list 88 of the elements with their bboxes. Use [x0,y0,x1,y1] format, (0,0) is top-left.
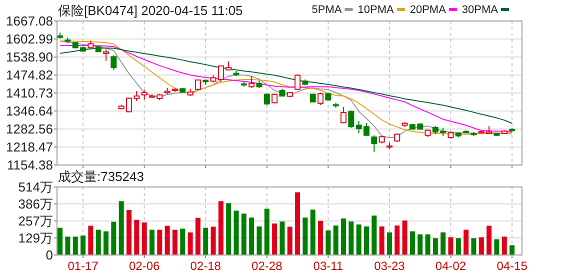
legend-label: 5PMA [312,4,342,16]
legend-label: 10PMA [358,4,394,16]
bar [341,218,346,255]
legend-label: 30PMA [462,4,499,16]
bar [425,234,430,255]
bar [111,222,116,255]
bar [118,201,124,255]
x-tick-label: 03-11 [313,259,344,273]
y-tick-label: 1218.47 [6,140,53,154]
bar [287,226,292,255]
bar [418,234,423,255]
bar [104,231,109,255]
bar [96,230,101,255]
y-tick-label: 1410.73 [6,86,53,100]
bar [448,237,454,255]
y-tick-label: 1667.08 [6,14,53,28]
bar [302,218,308,255]
bar [172,230,178,255]
bar [203,228,208,255]
y-tick-label: 1282.56 [6,122,53,136]
bar [364,226,369,255]
bar [440,232,446,255]
bar [218,201,224,255]
bar [164,226,170,255]
y-tick-label: 1538.90 [6,50,53,64]
bar [249,218,254,255]
bar [372,216,377,255]
bar [464,230,469,255]
y-tick-label: 129万 [18,230,53,246]
y-tick-label: 1154.38 [6,158,53,172]
bar [295,192,300,255]
y-tick-label: 514万 [18,180,53,194]
bar [394,226,400,255]
bar [310,210,316,255]
x-tick-label: 04-15 [496,259,528,273]
x-tick-label: 03-23 [374,259,406,273]
bar [471,238,476,255]
bar [326,230,331,255]
bar [272,224,278,255]
bar [410,231,415,255]
bar [456,238,461,255]
x-tick-label: 02-18 [190,259,222,273]
bar [386,232,392,255]
x-tick-label: 02-06 [128,259,160,273]
bar [318,220,324,255]
bar [502,236,507,255]
bar [180,228,186,255]
y-tick-label: 1346.64 [6,104,53,118]
bar [510,245,515,255]
bar [65,236,70,255]
bar [210,226,216,255]
bar [142,222,147,255]
bar [226,203,232,255]
bar [333,226,338,255]
bar [134,220,140,255]
bar [188,232,193,255]
bar [402,220,408,255]
x-tick-label: 04-02 [435,259,466,273]
bar [126,210,132,255]
bar [256,226,262,255]
y-tick-label: 1602.99 [6,32,53,46]
legend-label: 20PMA [410,4,447,16]
y-tick-label: 0 [46,248,53,262]
bar [80,236,86,255]
y-tick-label: 257万 [18,214,53,228]
bar [348,222,354,255]
bar [234,210,239,255]
bar [241,214,246,255]
bar [195,218,200,255]
bar [432,238,438,255]
bar [72,236,78,255]
bar [157,230,162,255]
bar [379,226,384,255]
x-tick-label: 01-17 [68,259,99,273]
bar [478,237,484,255]
chart-title: 成交量:735243 [58,169,144,184]
bar [149,230,154,255]
y-tick-label: 386万 [18,196,53,212]
y-tick-label: 1474.82 [6,68,53,82]
chart-title: 保险[BK0474] 2020-04-15 11:05 [58,3,243,18]
x-tick-label: 02-28 [252,259,283,273]
bar [58,228,63,255]
bar [486,226,492,255]
bar [280,222,285,255]
bar [494,239,500,255]
bar [88,226,94,255]
bar [356,224,362,255]
bar [264,208,270,255]
